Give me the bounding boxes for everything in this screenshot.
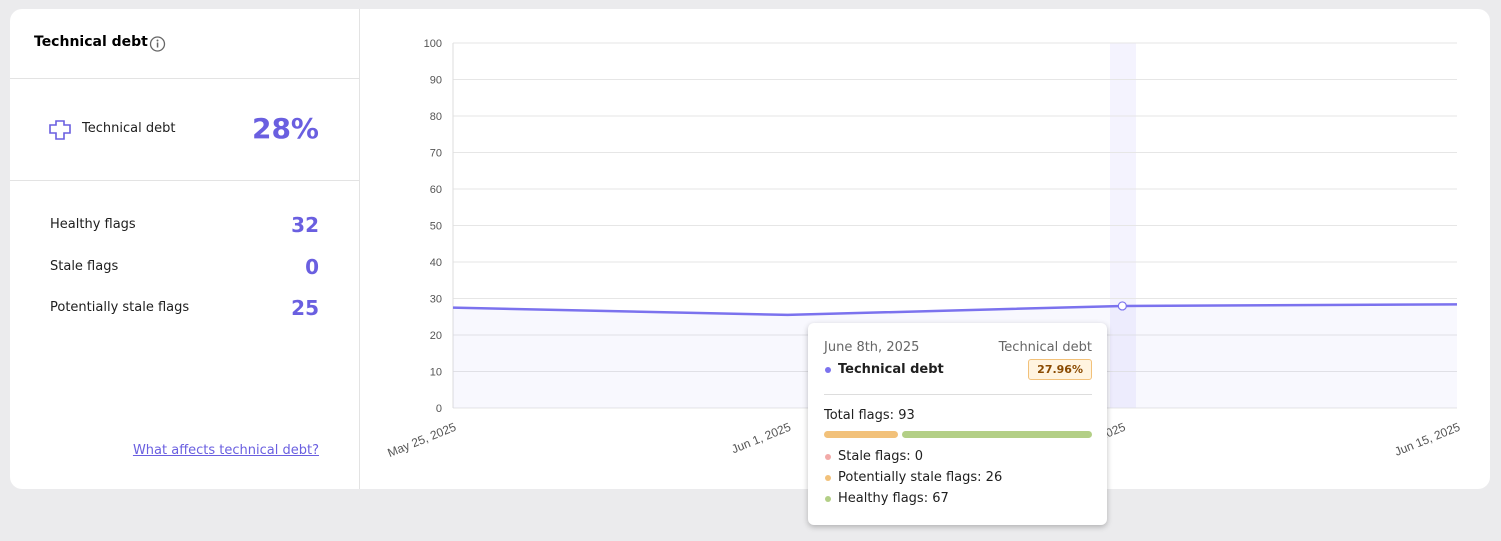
card [10,9,1490,489]
y-tick-label: 50 [430,221,442,233]
total: Total flags: 93 [824,408,915,423]
y-tick-label: 10 [430,367,442,379]
tooltip-divider [824,394,1092,395]
panel-title: Technical debt [34,34,148,50]
flag-segment [901,431,1092,438]
stat-value: 0 [305,255,319,279]
flag-label: Stale flags: [838,449,911,464]
flag-label: Healthy flags: [838,491,929,506]
stat-label: Potentially stale flags [50,300,190,315]
total-value: 93 [898,408,915,423]
flag-list: Stale flags: 0 Potentially stale flags: 2… [824,449,1002,512]
x-tick-label: Jun 15, 2025 [1393,420,1463,459]
flag-item: Stale flags: 0 [824,449,1002,470]
summary-value: 28% [251,112,319,145]
y-tick-label: 30 [430,294,442,306]
tooltip-header: Technical debt [998,340,1092,355]
flag-bar [824,431,1092,438]
tooltip-series: Technical debt [838,362,944,377]
x-tick-label: May 25, 2025 [385,420,458,460]
tooltip-value: 27.96% [1028,359,1092,380]
x-tick-label: Jun 1, 2025 [729,420,793,457]
stat-label: Healthy flags [50,217,136,232]
y-tick-label: 80 [430,111,442,123]
flag-segment [824,431,898,438]
tooltip-date: June 8th, 2025 [824,340,920,355]
legend-dot [825,367,831,373]
info-icon[interactable] [149,36,166,52]
flag-item: Potentially stale flags: 26 [824,470,1002,491]
flag-label: Potentially stale flags: [838,470,982,485]
y-tick-label: 0 [436,403,442,415]
y-tick-label: 20 [430,330,442,342]
stat-value: 32 [291,213,319,237]
flag-value: 26 [985,470,1003,485]
flag-item: Healthy flags: 67 [824,491,1002,512]
help-link[interactable]: What affects technical debt? [132,443,319,458]
stat-label: Stale flags [50,259,119,274]
tooltip: June 8th, 2025 Technical debt Technical … [808,323,1107,525]
flag-value: 67 [932,491,949,506]
line [452,303,1458,317]
y-tick-label: 70 [430,148,442,160]
flag-dot [825,454,831,460]
summary-icon [49,120,71,140]
flag-dot [825,475,831,481]
hover-point [1117,301,1127,311]
y-tick-label: 40 [430,257,442,269]
flag-value: 0 [914,449,924,464]
y-tick-label: 100 [424,38,442,50]
y-tick-label: 60 [430,184,442,196]
stat-value: 25 [291,296,319,320]
summary-label: Technical debt [82,121,176,136]
total-label: Total flags: [824,408,895,423]
y-tick-label: 90 [430,75,442,87]
flag-dot [825,496,831,502]
